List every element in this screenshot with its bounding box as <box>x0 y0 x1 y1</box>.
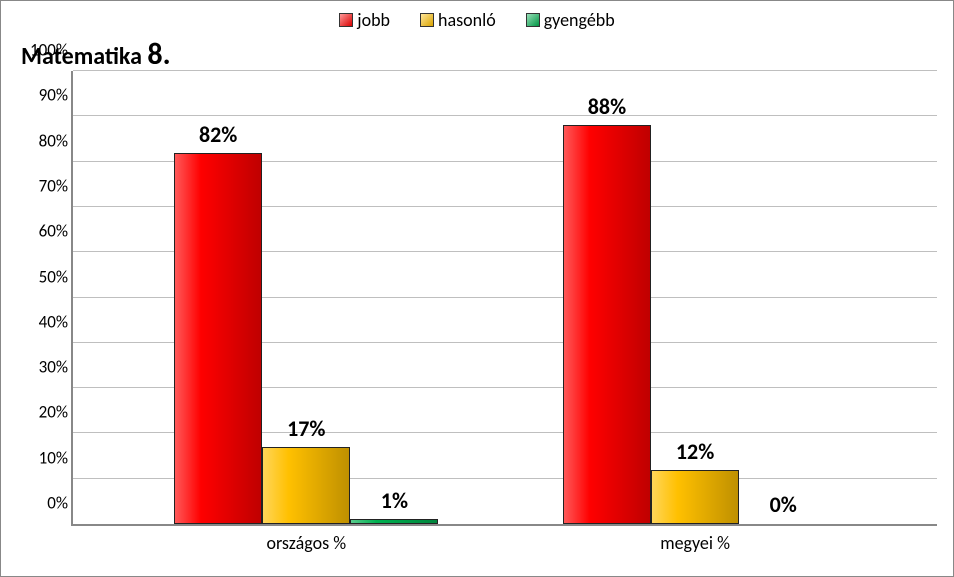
chart-container: jobb hasonló gyengébb Matematika 8. 0%10… <box>0 0 954 577</box>
y-axis-tick: 10% <box>18 447 68 468</box>
legend: jobb hasonló gyengébb <box>1 9 953 31</box>
bar: 1% <box>350 519 438 524</box>
legend-label: jobb <box>357 9 390 31</box>
y-axis-tick: 70% <box>18 175 68 196</box>
chart-title-part2: 8. <box>147 36 170 73</box>
gridline <box>73 70 937 71</box>
y-axis-tick: 30% <box>18 357 68 378</box>
y-axis-tick: 60% <box>18 221 68 242</box>
y-axis-tick: 80% <box>18 130 68 151</box>
legend-swatch-jobb <box>339 13 353 27</box>
y-axis-tick: 40% <box>18 311 68 332</box>
y-axis-tick: 0% <box>18 493 68 514</box>
bar-value-label: 1% <box>381 487 408 520</box>
legend-item: jobb <box>339 9 390 31</box>
y-axis-tick: 50% <box>18 266 68 287</box>
bar-value-label: 17% <box>287 415 325 448</box>
y-axis-tick: 100% <box>18 40 68 61</box>
legend-label: hasonló <box>438 9 496 31</box>
legend-label: gyengébb <box>544 9 615 31</box>
bar: 17% <box>262 447 350 524</box>
bar: 82% <box>174 153 262 524</box>
legend-swatch-hasonlo <box>420 13 434 27</box>
plot: 0%10%20%30%40%50%60%70%80%90%100%országo… <box>71 71 937 526</box>
bar: 12% <box>651 470 739 524</box>
legend-swatch-gyengebb <box>526 13 540 27</box>
legend-item: hasonló <box>420 9 496 31</box>
bar-value-label: 12% <box>676 438 714 471</box>
y-axis-tick: 90% <box>18 85 68 106</box>
bar-value-label: 82% <box>199 121 237 154</box>
plot-area: 0%10%20%30%40%50%60%70%80%90%100%országo… <box>71 71 937 526</box>
legend-item: gyengébb <box>526 9 615 31</box>
x-axis-tick: megyei % <box>660 532 730 554</box>
x-axis-tick: országos % <box>266 532 346 554</box>
bar: 88% <box>563 125 651 524</box>
gridline <box>73 115 937 116</box>
y-axis-tick: 20% <box>18 402 68 423</box>
bar-value-label: 88% <box>588 93 626 126</box>
bar-value-label: 0% <box>770 491 797 524</box>
